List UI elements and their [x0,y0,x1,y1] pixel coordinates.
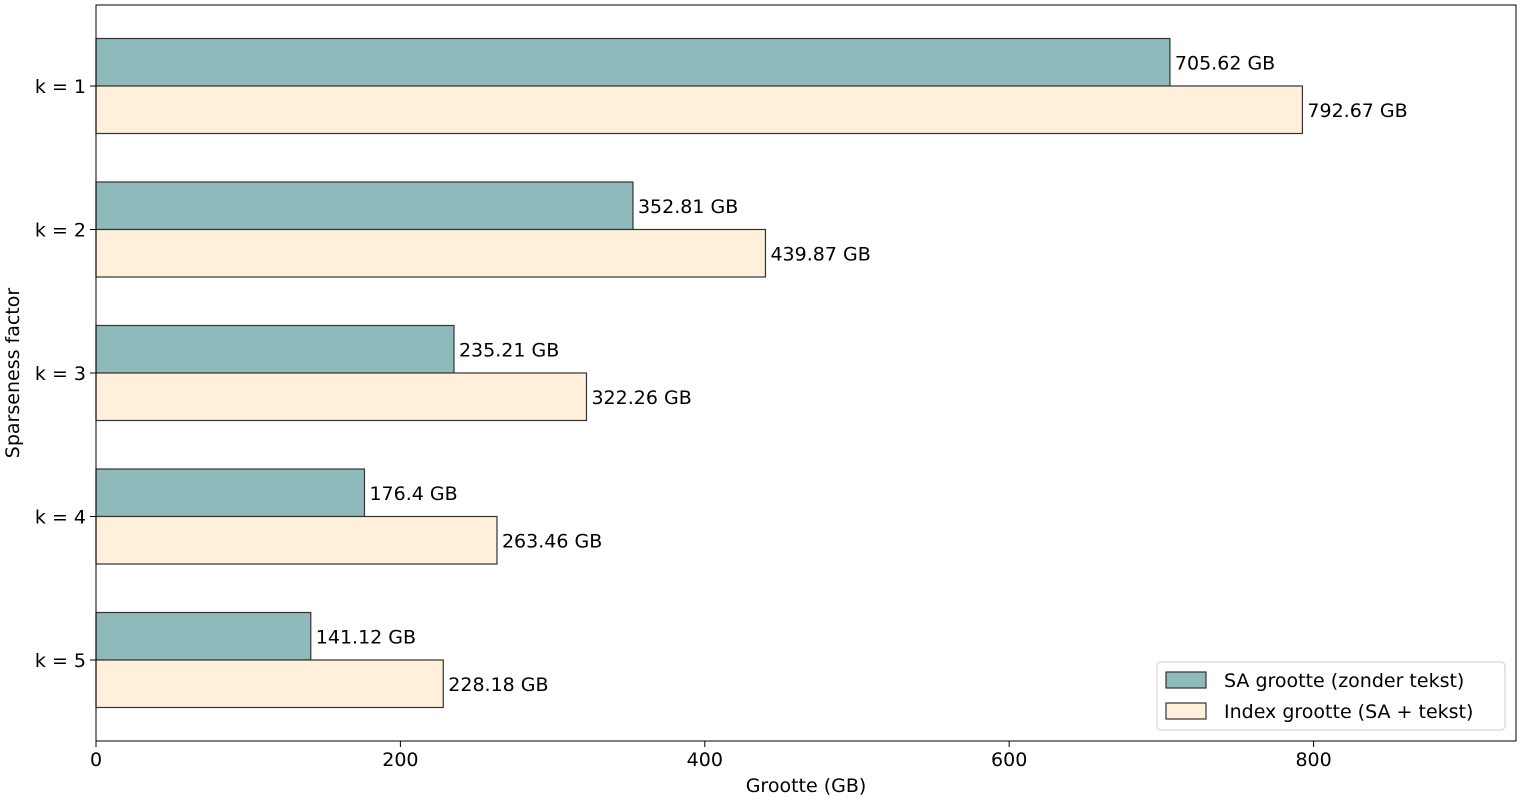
y-tick-label: k = 3 [35,363,86,385]
bar-series2-1 [95,85,1304,135]
bar-series2-3 [95,372,588,422]
bar-value-label: 176.4 GB [369,483,457,505]
x-tick-label: 600 [991,749,1027,771]
bar-value-label: 235.21 GB [459,339,559,361]
y-tick-label: k = 5 [35,650,86,672]
bar-value-label: 705.62 GB [1175,52,1275,74]
bar-labels-layer: 705.62 GB 792.67 GB 352.81 GB 439.87 GB 235.… [316,52,1408,696]
y-tick-label: k = 1 [35,76,86,98]
legend-swatch [1165,671,1207,689]
x-tick-label: 800 [1295,749,1331,771]
legend: SA grootte (zonder tekst) Index grootte (… [1156,661,1506,731]
bar-value-label: 322.26 GB [591,387,691,409]
legend-label: Index grootte (SA + tekst) [1224,701,1473,723]
y-tick-label: k = 4 [35,507,86,529]
bar-series1-5 [95,611,312,661]
bar-value-label: 439.87 GB [770,243,870,265]
legend-label: SA grootte (zonder tekst) [1224,670,1464,692]
bar-value-label: 352.81 GB [638,196,738,218]
bar-value-label: 228.18 GB [448,674,548,696]
bar-series2-4 [95,515,498,565]
bars-layer [95,37,1304,709]
bar-series1-2 [95,181,634,231]
y-axis-label: Sparseness factor [2,288,24,459]
bar-series1-3 [95,324,455,374]
bar-series1-1 [95,37,1171,87]
legend-swatch [1165,702,1207,720]
bar-series2-5 [95,659,444,709]
y-tick-label: k = 2 [35,220,86,242]
y-axis: k = 1 k = 2 k = 3 k = 4 k = 5 [35,76,96,672]
bar-series2-2 [95,228,767,278]
bar-value-label: 141.12 GB [316,626,416,648]
x-tick-label: 0 [90,749,102,771]
x-tick-label: 200 [382,749,418,771]
bar-value-label: 792.67 GB [1307,100,1407,122]
bar-series1-4 [95,468,366,518]
x-axis-label: Grootte (GB) [746,775,867,797]
x-tick-label: 400 [687,749,723,771]
bar-value-label: 263.46 GB [502,530,602,552]
legend-box [1156,661,1506,731]
x-axis: 0 200 400 600 800 [90,741,1332,771]
